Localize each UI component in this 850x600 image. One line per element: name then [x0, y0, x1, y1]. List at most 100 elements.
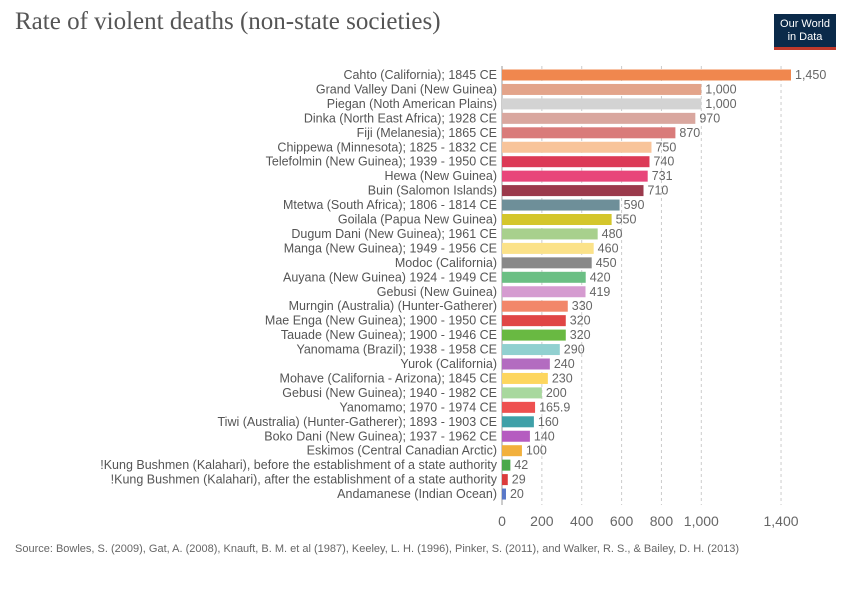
value-label: 710 [648, 184, 669, 198]
x-tick-label: 0 [498, 513, 506, 529]
category-label: Gebusi (New Guinea); 1940 - 1982 CE [282, 386, 497, 400]
category-label: Yurok (California) [400, 357, 497, 371]
x-tick-label: 600 [610, 513, 634, 529]
category-label: Tiwi (Australia) (Hunter-Gatherer); 1893… [218, 415, 498, 429]
bar [502, 170, 648, 182]
category-label: Gebusi (New Guinea) [377, 285, 497, 299]
bar [502, 344, 560, 356]
x-tick-label: 1,000 [684, 513, 719, 529]
category-label: Piegan (Noth American Plains) [327, 97, 497, 111]
bar [502, 69, 791, 81]
value-label: 200 [546, 386, 567, 400]
bar [502, 286, 586, 298]
value-label: 42 [514, 458, 528, 472]
bar [502, 156, 650, 168]
value-label: 750 [655, 140, 676, 154]
value-label: 165.9 [539, 400, 570, 414]
bar [502, 488, 506, 500]
value-label: 731 [652, 169, 673, 183]
category-label: Manga (New Guinea); 1949 - 1956 CE [284, 241, 497, 255]
value-label: 230 [552, 371, 573, 385]
category-label: Mohave (California - Arizona); 1845 CE [280, 371, 497, 385]
value-label: 870 [679, 126, 700, 140]
value-label: 290 [564, 343, 585, 357]
category-label: Mtetwa (South Africa); 1806 - 1814 CE [283, 198, 497, 212]
category-label: Hewa (New Guinea) [384, 169, 497, 183]
bar [502, 329, 566, 341]
category-label: Yanomama (Brazil); 1938 - 1958 CE [296, 343, 497, 357]
bar [502, 401, 536, 413]
value-label: 420 [590, 270, 611, 284]
bar [502, 358, 550, 370]
category-label: Andamanese (Indian Ocean) [337, 487, 497, 501]
bar [502, 445, 522, 457]
category-label: !Kung Bushmen (Kalahari), after the esta… [111, 473, 498, 487]
category-label: Boko Dani (New Guinea); 1937 - 1962 CE [264, 429, 497, 443]
value-label: 29 [512, 473, 526, 487]
bar [502, 315, 566, 327]
category-label: Buin (Salomon Islands) [368, 184, 497, 198]
bar [502, 199, 620, 211]
value-label: 1,000 [705, 97, 736, 111]
value-label: 330 [572, 299, 593, 313]
category-label: Tauade (New Guinea); 1900 - 1946 CE [281, 328, 497, 342]
bar [502, 271, 586, 283]
category-label: Chippewa (Minnesota); 1825 - 1832 CE [277, 140, 497, 154]
value-label: 1,450 [795, 68, 826, 82]
bar [502, 83, 702, 95]
value-label: 1,000 [705, 82, 736, 96]
category-label: Goilala (Papua New Guinea) [338, 213, 497, 227]
category-label: Mae Enga (New Guinea); 1900 - 1950 CE [265, 314, 497, 328]
value-label: 480 [602, 227, 623, 241]
category-label: Dinka (North East Africa); 1928 CE [304, 111, 497, 125]
category-label: Dugum Dani (New Guinea); 1961 CE [291, 227, 497, 241]
value-label: 100 [526, 444, 547, 458]
value-label: 450 [596, 256, 617, 270]
category-label: Fiji (Melanesia); 1865 CE [357, 126, 497, 140]
bar [502, 98, 702, 110]
category-label: !Kung Bushmen (Kalahari), before the est… [100, 458, 498, 472]
value-label: 740 [653, 155, 674, 169]
value-label: 320 [570, 314, 591, 328]
category-label: Telefolmin (New Guinea); 1939 - 1950 CE [266, 155, 497, 169]
x-tick-label: 1,400 [764, 513, 799, 529]
bar [502, 242, 594, 254]
value-label: 140 [534, 429, 555, 443]
category-label: Auyana (New Guinea) 1924 - 1949 CE [283, 270, 497, 284]
chart-title: Rate of violent deaths (non-state societ… [15, 8, 441, 35]
bar [502, 459, 511, 471]
value-label: 240 [554, 357, 575, 371]
category-label: Modoc (California) [395, 256, 497, 270]
bar [502, 228, 598, 240]
bar [502, 474, 508, 486]
logo-line-2: in Data [787, 31, 823, 43]
category-label: Cahto (California); 1845 CE [343, 68, 497, 82]
x-tick-label: 400 [570, 513, 594, 529]
bar [502, 185, 644, 197]
bar [502, 214, 612, 225]
x-tick-label: 800 [650, 513, 674, 529]
bar [502, 416, 534, 428]
category-label: Murngin (Australia) (Hunter-Gatherer) [289, 299, 497, 313]
value-label: 550 [616, 213, 637, 227]
bar [502, 430, 530, 442]
bar [502, 372, 548, 384]
category-label: Yanomamo; 1970 - 1974 CE [339, 400, 497, 414]
value-label: 320 [570, 328, 591, 342]
bar [502, 300, 568, 312]
logo-line-1: Our World [780, 18, 830, 30]
value-label: 20 [510, 487, 524, 501]
bar [502, 257, 592, 269]
bar-chart: 0 200 400 600 800 1,000 1,400 Cahto (California… [100, 66, 826, 529]
value-label: 419 [590, 285, 611, 299]
bar [502, 127, 676, 139]
bar [502, 141, 652, 153]
owid-logo[interactable]: Our World in Data [774, 14, 836, 50]
bar [502, 112, 696, 124]
value-label: 590 [624, 198, 645, 212]
category-label: Eskimos (Central Canadian Arctic) [307, 444, 497, 458]
value-label: 970 [699, 111, 720, 125]
bar [502, 387, 542, 399]
value-label: 460 [598, 241, 619, 255]
source-note: Source: Bowles, S. (2009), Gat, A. (2008… [15, 543, 740, 555]
